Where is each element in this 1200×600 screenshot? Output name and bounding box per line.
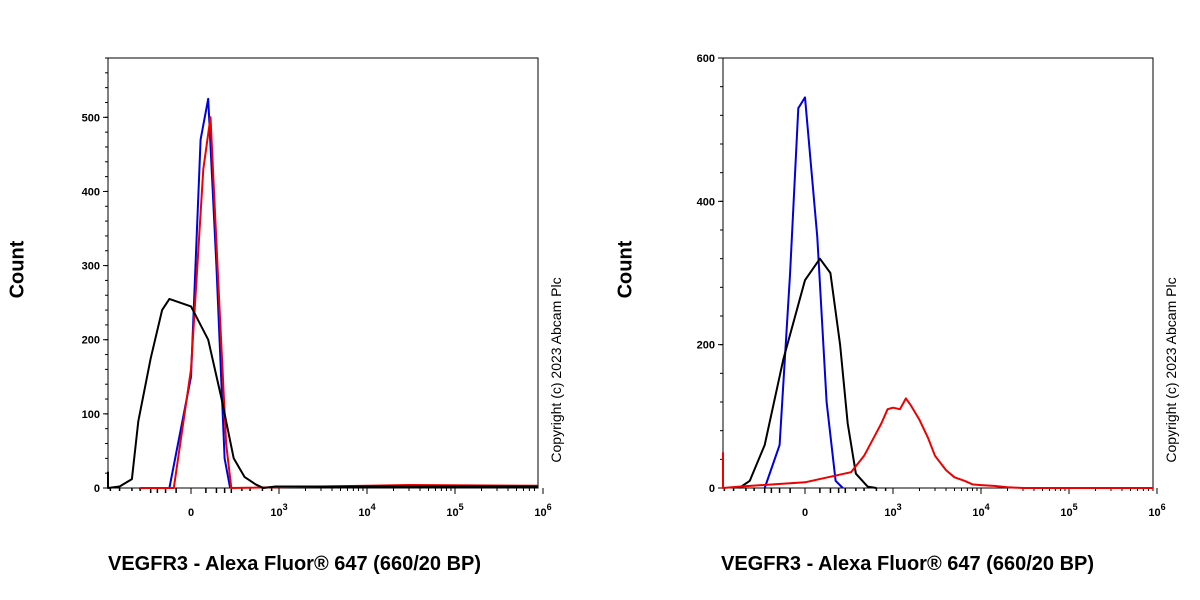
series-line-1 — [738, 257, 877, 489]
plot-frame — [722, 57, 1154, 489]
y-tick-label-0: 0 — [709, 483, 715, 495]
x-axis-label: VEGFR3 - Alexa Fluor® 647 (660/20 BP) — [721, 553, 1095, 575]
y-tick-label-400: 400 — [82, 186, 100, 198]
y-tick-label-400: 400 — [697, 196, 715, 208]
y-tick-label-300: 300 — [82, 261, 100, 273]
y-tick-label-500: 500 — [82, 112, 100, 124]
x-tick-label-1000000: 106 — [1148, 502, 1165, 519]
x-tick-label-100000: 105 — [446, 502, 463, 519]
x-tick-label-0: 0 — [188, 507, 194, 519]
x-axis-label: VEGFR3 - Alexa Fluor® 647 (660/20 BP) — [108, 553, 482, 575]
x-tick-label-1000: 103 — [884, 502, 901, 519]
y-tick-label-200: 200 — [82, 335, 100, 347]
histogram-plot-right: 0 200 400 600 0 103 104 105 106 — [697, 53, 1166, 519]
histogram-plot-left: 0 100 200 300 400 500 0 103 104 105 106 — [82, 57, 552, 519]
x-tick-label-10000: 104 — [358, 502, 375, 519]
y-tick-label-100: 100 — [82, 409, 100, 421]
y-axis-label: Count — [6, 240, 29, 299]
histogram-panel-right: 0 200 400 600 0 103 104 105 106 Count VEGFR3 - A… — [600, 0, 1200, 600]
x-tick-label-1000000: 106 — [534, 502, 551, 519]
copyright-annotation: Copyright (c) 2023 Abcam Plc — [548, 277, 564, 463]
x-tick-label-10000: 104 — [972, 502, 989, 519]
y-tick-label-200: 200 — [697, 340, 715, 352]
series-line-2 — [722, 397, 1153, 489]
x-tick-label-1000: 103 — [270, 502, 287, 519]
series-line-2 — [107, 297, 538, 489]
x-tick-label-100000: 105 — [1060, 502, 1077, 519]
y-tick-label-600: 600 — [697, 53, 715, 65]
x-tick-label-0: 0 — [802, 507, 808, 519]
plot-frame — [107, 57, 539, 489]
y-axis-label: Count — [614, 240, 637, 299]
copyright-annotation: Copyright (c) 2023 Abcam Plc — [1163, 277, 1179, 463]
histogram-panel-left: 0 100 200 300 400 500 0 103 104 105 106 Count VEGF… — [6, 57, 564, 575]
y-tick-label-0: 0 — [94, 483, 100, 495]
series-line-0 — [168, 97, 232, 489]
series-line-0 — [763, 96, 844, 489]
